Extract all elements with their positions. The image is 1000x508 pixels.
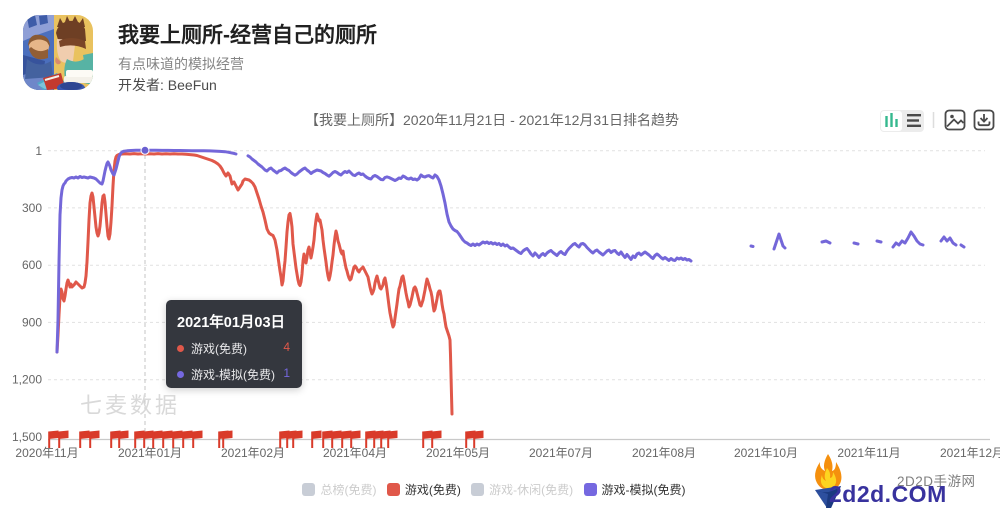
- svg-text:2021年05月: 2021年05月: [426, 446, 490, 460]
- svg-text:2021年08月: 2021年08月: [632, 446, 696, 460]
- svg-text:1,500: 1,500: [12, 430, 42, 444]
- svg-text:2021年12月: 2021年12月: [940, 446, 1000, 460]
- svg-text:900: 900: [22, 315, 42, 329]
- svg-text:2021年02月: 2021年02月: [221, 446, 285, 460]
- svg-text:2021年07月: 2021年07月: [529, 446, 593, 460]
- svg-text:1: 1: [35, 144, 42, 158]
- svg-text:2021年04月: 2021年04月: [323, 446, 387, 460]
- svg-text:300: 300: [22, 201, 42, 215]
- svg-text:600: 600: [22, 258, 42, 272]
- svg-text:2021年10月: 2021年10月: [734, 446, 798, 460]
- svg-text:2021年11月: 2021年11月: [837, 446, 900, 460]
- svg-text:2021年01月: 2021年01月: [118, 446, 182, 460]
- svg-text:1,200: 1,200: [12, 373, 42, 387]
- svg-text:2020年11月: 2020年11月: [15, 446, 78, 460]
